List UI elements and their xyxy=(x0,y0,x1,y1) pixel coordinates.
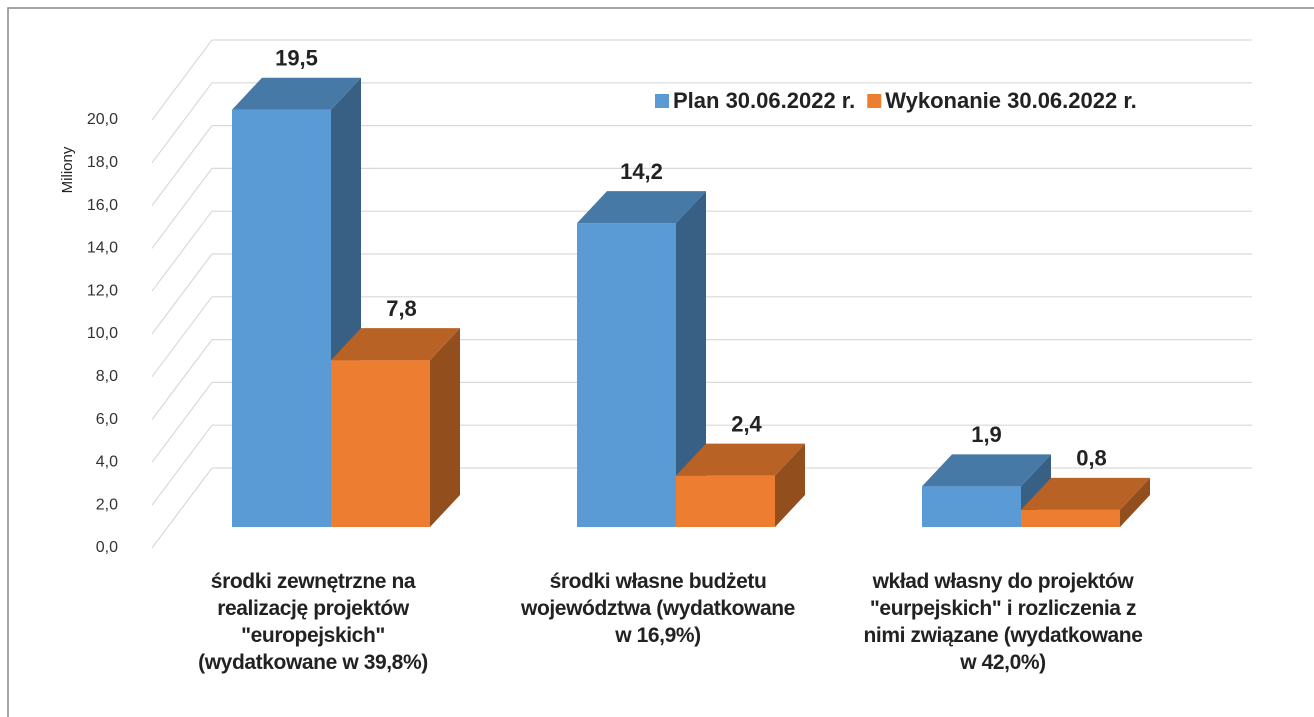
y-tick-label: 8,0 xyxy=(96,368,118,385)
value-label: 14,2 xyxy=(620,159,663,184)
value-label: 2,4 xyxy=(731,411,762,436)
bar-top xyxy=(331,328,460,361)
grid-diagonal xyxy=(151,168,213,249)
bar xyxy=(331,360,430,527)
grid-diagonal xyxy=(151,253,213,335)
legend-label: Wykonanie 30.06.2022 r. xyxy=(885,88,1137,113)
y-tick-label: 10,0 xyxy=(87,325,118,342)
grid-diagonal xyxy=(151,382,213,463)
bar xyxy=(577,223,676,527)
y-tick-label: 16,0 xyxy=(87,197,118,214)
bar xyxy=(676,475,775,527)
bar-top xyxy=(1021,477,1150,510)
grid-diagonal xyxy=(151,296,213,378)
value-label: 1,9 xyxy=(971,422,1002,447)
y-tick-label: 20,0 xyxy=(87,111,118,128)
grid-diagonal xyxy=(151,82,213,164)
y-tick-label: 2,0 xyxy=(96,496,118,513)
bar xyxy=(922,486,1021,527)
legend-swatch xyxy=(867,94,882,108)
x-tick-label: środki własne budżetu województwa (wydat… xyxy=(521,570,795,647)
grid-diagonal xyxy=(151,125,213,206)
y-tick-label: 0,0 xyxy=(96,539,118,556)
bar-top xyxy=(577,191,706,224)
y-tick-label: 14,0 xyxy=(87,240,118,257)
bar-side xyxy=(430,328,460,527)
y-tick-label: 12,0 xyxy=(87,282,118,299)
value-label: 0,8 xyxy=(1076,446,1107,471)
bar xyxy=(232,109,331,527)
y-axis-label: Miliony xyxy=(59,146,76,193)
grid-diagonal xyxy=(151,467,213,549)
x-tick-label: środki zewnętrzne na realizację projektó… xyxy=(198,570,428,674)
x-tick-label: wkład własny do projektów "eurpejskich" … xyxy=(863,570,1143,674)
frame xyxy=(7,7,1314,717)
grid-diagonal xyxy=(151,210,213,292)
bar-side xyxy=(1120,477,1150,527)
y-tick-label: 4,0 xyxy=(96,454,118,471)
legend-swatch xyxy=(655,94,669,108)
grid-diagonal xyxy=(151,339,213,420)
bar-side xyxy=(676,191,706,527)
bar-top xyxy=(232,77,361,110)
value-label: 19,5 xyxy=(275,46,318,71)
bar-side xyxy=(775,443,805,527)
grid-diagonal xyxy=(151,424,213,506)
grid-diagonal xyxy=(151,39,213,121)
bar-top xyxy=(676,443,805,476)
bar xyxy=(1021,509,1120,527)
y-tick-label: 18,0 xyxy=(87,154,118,171)
legend-label: Plan 30.06.2022 r. xyxy=(673,88,855,113)
bar-top xyxy=(922,454,1051,487)
y-tick-label: 6,0 xyxy=(96,411,118,428)
value-label: 7,8 xyxy=(386,296,417,321)
